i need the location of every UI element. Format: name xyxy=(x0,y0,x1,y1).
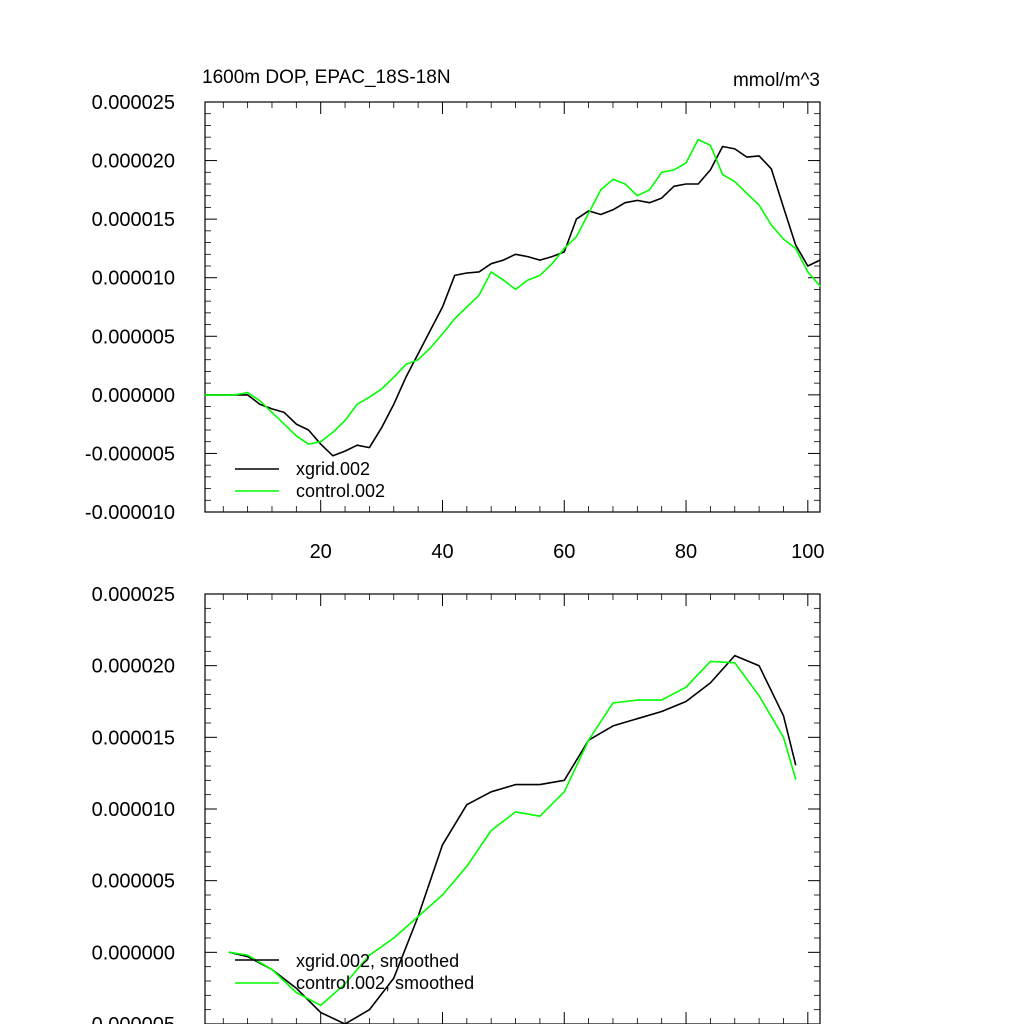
top-xtick-label: 60 xyxy=(553,541,575,563)
top-panel: 1600m DOP, EPAC_18S-18N mmol/m^3 20 40 60 8… xyxy=(85,67,825,563)
top-ytick-label: 0.000015 xyxy=(92,209,175,231)
bottom-series-control-002-smoothed xyxy=(228,660,797,1007)
top-legend: xgrid.002 control.002 xyxy=(235,459,385,501)
legend-label-xgrid: xgrid.002 xyxy=(296,459,370,479)
top-ytick-label: 0.000025 xyxy=(92,92,175,114)
top-plot-frame xyxy=(204,101,821,513)
top-chart-title: 1600m DOP, EPAC_18S-18N xyxy=(202,67,451,88)
top-series-control-002 xyxy=(204,138,821,445)
top-ytick-label: 0.000005 xyxy=(92,326,175,348)
bottom-ytick-label: 0.000025 xyxy=(92,584,175,606)
bottom-series-lines xyxy=(228,654,797,1024)
top-ytick-label: -0.000005 xyxy=(85,443,175,465)
top-ticks: 20 40 60 80 100 -0.000010 -0.000005 0.000000 0.0… xyxy=(85,92,825,563)
top-xtick-label: 20 xyxy=(310,541,332,563)
bottom-ytick-label: 0.000010 xyxy=(92,799,175,821)
top-ytick-label: -0.000010 xyxy=(85,502,175,524)
legend-label-control: control.002 xyxy=(296,481,385,501)
bottom-ytick-label: 0.000020 xyxy=(92,656,175,678)
bottom-ytick-label: 0.000005 xyxy=(92,871,175,893)
bottom-ytick-label: -0.000005 xyxy=(85,1014,175,1024)
legend-label-xgrid-smoothed: xgrid.002, smoothed xyxy=(296,951,459,971)
top-ytick-label: 0.000010 xyxy=(92,268,175,290)
legend-label-control-smoothed: control.002, smoothed xyxy=(296,973,474,993)
top-xtick-label: 80 xyxy=(675,541,697,563)
top-ytick-label: 0.000020 xyxy=(92,151,175,173)
top-xtick-label: 100 xyxy=(791,541,824,563)
top-ytick-label: 0.000000 xyxy=(92,385,175,407)
bottom-ytick-label: 0.000000 xyxy=(92,942,175,964)
bottom-legend: xgrid.002, smoothed control.002, smoothe… xyxy=(235,951,474,993)
bottom-panel: -0.000005 0.000000 0.000005 0.000010 0.00001… xyxy=(85,584,821,1024)
bottom-series-xgrid-002-smoothed xyxy=(228,654,797,1024)
top-series-lines xyxy=(204,138,821,457)
top-xtick-label: 40 xyxy=(431,541,453,563)
top-series-xgrid-002 xyxy=(204,145,821,457)
top-chart-units: mmol/m^3 xyxy=(733,70,820,91)
bottom-ytick-label: 0.000015 xyxy=(92,727,175,749)
bottom-ticks: -0.000005 0.000000 0.000005 0.000010 0.00001… xyxy=(85,584,820,1024)
